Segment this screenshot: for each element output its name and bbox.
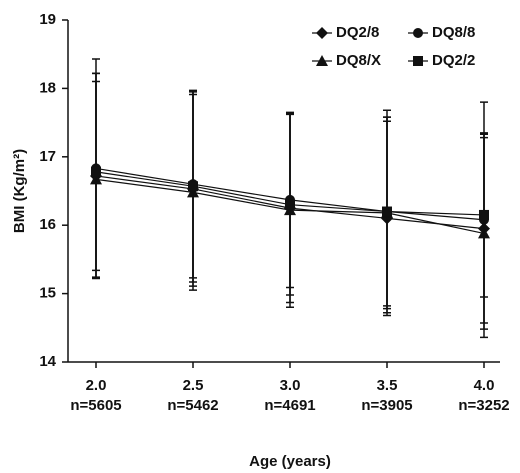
y-tick-label: 16 [39,216,56,233]
y-tick-label: 14 [39,353,56,370]
x-tick-label: 2.0 [86,377,107,394]
sample-size-label: n=3905 [361,397,412,414]
x-tick-label: 2.5 [183,377,204,394]
sample-size-label: n=3252 [458,397,509,414]
sample-size-label: n=5605 [70,397,121,414]
y-tick-label: 19 [39,11,56,28]
sample-size-label: n=4691 [264,397,315,414]
marker [188,181,198,192]
sample-size-label: n=5462 [167,397,218,414]
x-axis-label: Age (years) [249,453,331,470]
x-tick-label: 3.0 [280,377,301,394]
x-tick-label: 4.0 [474,377,495,394]
marker [479,209,489,220]
y-axis-label: BMI (Kg/m²) [11,149,28,233]
x-tick-label: 3.5 [377,377,398,394]
legend-label: DQ2/8 [336,24,379,41]
legend-label: DQ8/8 [432,24,475,41]
marker [382,206,392,217]
marker [285,199,295,210]
marker [91,166,101,177]
legend-label: DQ8/X [336,52,381,69]
y-tick-label: 17 [39,148,56,165]
y-tick-label: 18 [39,79,56,96]
marker [316,55,328,66]
marker [316,27,328,39]
marker [413,56,423,66]
y-tick-label: 15 [39,285,56,302]
legend-label: DQ2/2 [432,52,475,69]
marker [413,28,423,38]
